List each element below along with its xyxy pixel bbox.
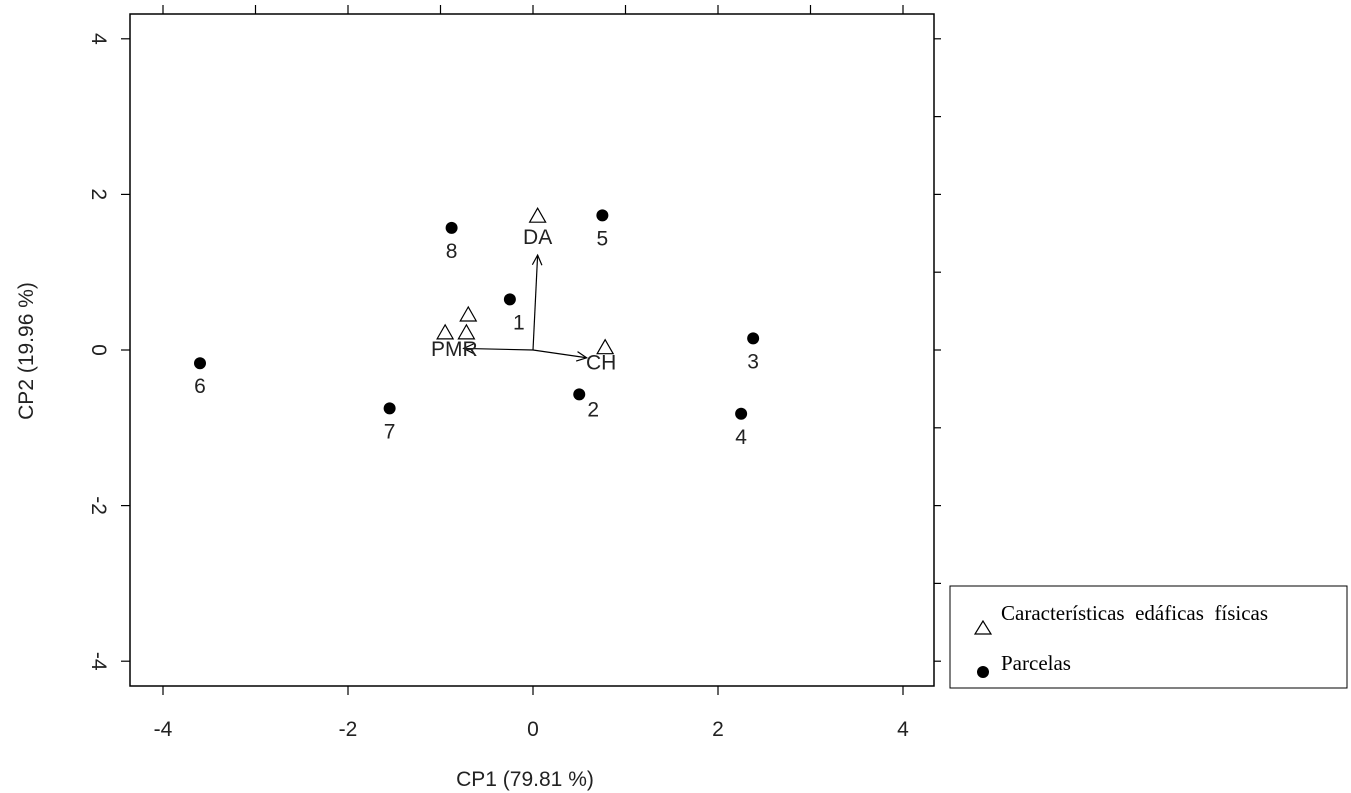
parcela-label: 5: [597, 227, 609, 250]
parcela-point: [445, 221, 458, 234]
vector-line: [532, 349, 587, 359]
legend-frame: [949, 585, 1348, 689]
legend-entry-2: Parcelas: [1001, 651, 1071, 675]
parcela-label: 3: [747, 350, 759, 373]
loading-vectors: [462, 253, 589, 362]
parcela-label: 6: [194, 375, 206, 398]
parcela-label: 8: [446, 240, 458, 263]
vector-arrowhead: [575, 351, 589, 362]
y-axis-title: CP2 (19.96 %): [15, 282, 38, 420]
vector-arrowhead: [531, 253, 543, 266]
axis-ticks: [121, 5, 941, 695]
parcela-point: [503, 293, 516, 306]
legend: Características edáficas físicas Parcela…: [949, 585, 1348, 689]
y-tick-label: 4: [87, 33, 110, 45]
legend-triangle-icon: [973, 619, 993, 635]
y-tick-label: -4: [87, 652, 110, 671]
parcela-label: 7: [384, 420, 396, 443]
x-tick-label: 4: [897, 718, 909, 741]
data-points: 1 2 3 4 5 6 7 8 DA CH PMR: [194, 206, 760, 449]
x-tick-label: -4: [154, 718, 173, 741]
x-tick-label: -2: [339, 718, 358, 741]
parcela-label: 4: [735, 426, 747, 449]
characteristic-label: DA: [523, 226, 552, 249]
overlapping-vector-label: PMR: [431, 338, 478, 361]
parcela-point: [735, 407, 748, 420]
x-tick-label: 0: [527, 718, 539, 741]
characteristic-point: [528, 206, 547, 223]
vector-line: [463, 347, 534, 351]
x-tick-label: 2: [712, 718, 724, 741]
parcela-point: [747, 332, 760, 345]
parcela-label: 2: [587, 398, 599, 421]
y-tick-label: 2: [87, 189, 110, 201]
parcela-point: [194, 357, 206, 370]
y-tick-label: -2: [87, 496, 110, 515]
parcela-point: [573, 388, 586, 401]
legend-entry-1: Características edáficas físicas: [1001, 601, 1268, 625]
characteristic-point: [457, 323, 476, 340]
vector-arrowhead: [462, 343, 474, 354]
x-axis-title: CP1 (79.81 %): [456, 768, 594, 791]
characteristic-point: [459, 305, 478, 322]
parcela-label: 1: [513, 311, 525, 334]
parcela-point: [596, 209, 609, 222]
y-tick-labels: 4 2 0 -2 -4: [87, 33, 110, 671]
x-tick-labels: -4 -2 0 2 4: [154, 718, 910, 741]
vector-line: [532, 255, 539, 351]
y-tick-label: 0: [87, 344, 110, 356]
characteristic-point: [436, 323, 455, 340]
characteristic-point: [596, 338, 615, 355]
characteristic-label: CH: [586, 352, 616, 375]
legend-circle-icon: [977, 666, 989, 678]
parcela-point: [383, 402, 396, 415]
